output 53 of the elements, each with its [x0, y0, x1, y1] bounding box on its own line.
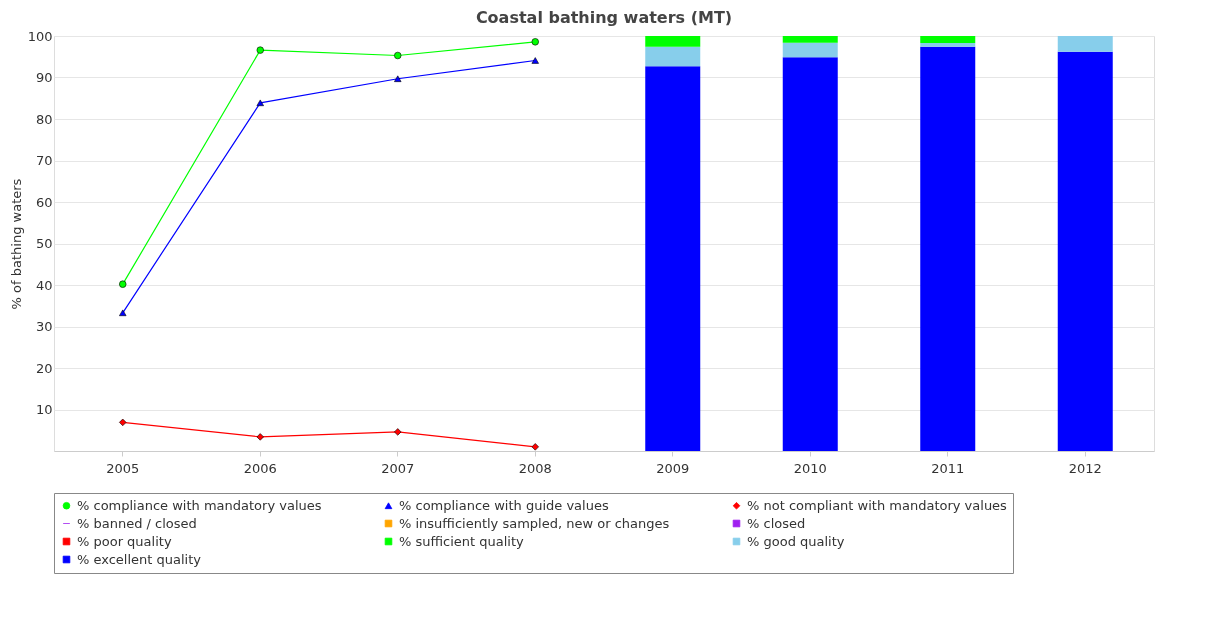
bar: [920, 43, 976, 47]
point: [531, 57, 539, 64]
y-tick-label: 60: [35, 194, 53, 210]
y-tick-label: 90: [35, 70, 53, 85]
point: [256, 99, 264, 107]
legend-label: % compliance with guide values: [399, 497, 609, 513]
legend-label: % closed: [747, 515, 806, 531]
point: [119, 280, 127, 288]
bar: [782, 36, 838, 43]
legend-label: % compliance with mandatory values: [77, 497, 322, 513]
x-tick-label: 2009: [656, 460, 690, 476]
y-tick-label: 40: [35, 277, 53, 293]
y-tick-label: 30: [35, 319, 53, 334]
x-tick-label: 2005: [106, 460, 140, 476]
point: [394, 75, 402, 82]
y-tick-label: 70: [35, 153, 53, 168]
legend-label: % good quality: [747, 533, 845, 549]
bar: [782, 42, 838, 58]
bar: [920, 46, 976, 451]
y-tick-label: 80: [35, 111, 53, 127]
bar: [645, 36, 701, 47]
point: [256, 46, 264, 54]
point: [531, 38, 539, 46]
y-tick-label: 10: [35, 402, 53, 417]
x-tick-label: 2008: [518, 460, 552, 476]
y-tick-label: 50: [35, 236, 53, 251]
legend-label: % sufficient quality: [399, 533, 525, 549]
x-tick-label: 2012: [1068, 460, 1102, 476]
point: [119, 418, 127, 427]
legend-label: % poor quality: [77, 533, 172, 549]
bar: [645, 66, 701, 451]
point: [119, 309, 127, 317]
chart-title: Coastal bathing waters (MT): [475, 8, 733, 27]
legend-label: % insufficiently sampled, new or changes: [399, 515, 670, 531]
x-tick-label: 2011: [931, 460, 965, 476]
x-tick-label: 2010: [793, 460, 827, 476]
y-axis-title: % of bathing waters: [8, 178, 24, 310]
legend-label: % not compliant with mandatory values: [747, 497, 1008, 513]
point: [531, 443, 539, 451]
point: [256, 433, 264, 441]
bar: [782, 57, 838, 451]
point: [394, 428, 402, 436]
legend-label: % banned / closed: [77, 515, 197, 531]
bar: [645, 46, 701, 67]
point: [394, 51, 402, 60]
bar: [1057, 51, 1113, 451]
bar: [1057, 36, 1113, 52]
y-tick-label: 100: [27, 28, 53, 44]
x-tick-label: 2007: [381, 460, 415, 476]
y-tick-label: 20: [35, 360, 53, 376]
bar: [920, 36, 976, 44]
legend-label: % excellent quality: [77, 551, 202, 567]
x-tick-label: 2006: [243, 460, 277, 476]
